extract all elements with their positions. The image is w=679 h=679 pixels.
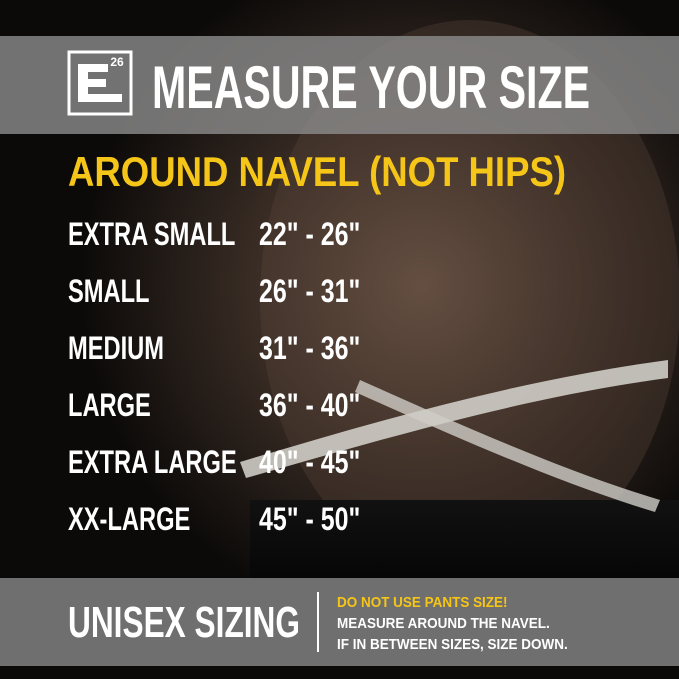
- footer-note: MEASURE AROUND THE NAVEL.: [337, 615, 550, 632]
- size-name: XX-LARGE: [68, 502, 190, 537]
- size-name: MEDIUM: [68, 331, 164, 366]
- size-range: 40" - 45": [259, 445, 360, 481]
- footer-note: IF IN BETWEEN SIZES, SIZE DOWN.: [337, 636, 568, 653]
- logo-e: [78, 64, 122, 102]
- tape-measure: [355, 380, 660, 512]
- pants-shape: [250, 500, 679, 590]
- footer-label: UNISEX SIZING: [68, 598, 300, 647]
- size-range: 26" - 31": [259, 274, 360, 310]
- size-name: LARGE: [68, 388, 151, 423]
- size-range: 45" - 50": [259, 502, 360, 538]
- logo-number: 26: [110, 55, 124, 69]
- size-name: SMALL: [68, 274, 149, 309]
- title: MEASURE YOUR SIZE: [152, 54, 590, 121]
- size-range: 31" - 36": [259, 331, 360, 367]
- footer-note: DO NOT USE PANTS SIZE!: [337, 594, 508, 611]
- subtitle: AROUND NAVEL (NOT HIPS): [68, 148, 566, 195]
- logo: 26: [67, 50, 133, 116]
- size-name: EXTRA SMALL: [68, 217, 235, 252]
- size-name: EXTRA LARGE: [68, 445, 237, 480]
- logo-frame: [67, 50, 133, 116]
- size-range: 36" - 40": [259, 388, 360, 424]
- size-table: EXTRA SMALL 22" - 26" SMALL 26" - 31" MEDIUM…: [68, 217, 360, 538]
- footer-band: [0, 578, 679, 666]
- size-range: 22" - 26": [259, 217, 360, 253]
- footer-notes: DO NOT USE PANTS SIZE! MEASURE AROUND THE…: [337, 594, 568, 653]
- tape-measure: [240, 360, 668, 478]
